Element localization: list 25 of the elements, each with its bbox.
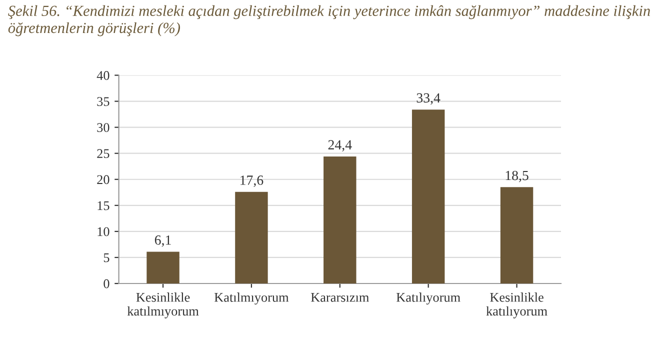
data-label: 33,4 bbox=[416, 93, 440, 105]
data-label: 18,5 bbox=[506, 170, 528, 182]
bar bbox=[146, 252, 180, 284]
data-label: 6,1 bbox=[154, 235, 171, 247]
y-tick-label: 15 bbox=[98, 201, 110, 210]
y-tick-label: 25 bbox=[97, 149, 110, 158]
bar bbox=[235, 192, 268, 284]
chart-title: Şekil 56. “Kendimizi mesleki açıdan geliştirebilmek için yeterince imkân sağlanmıyor” maddesine ilişkin öğretmenlerin görüşleri (%) bbox=[8, 5, 650, 36]
bar bbox=[324, 156, 356, 284]
x-tick-label: Kararsızım bbox=[310, 293, 369, 302]
y-tick-label: 5 bbox=[104, 253, 110, 262]
y-tick-label: 0 bbox=[104, 279, 110, 288]
data-label: 17,6 bbox=[240, 176, 264, 187]
y-tick-label: 40 bbox=[96, 71, 110, 80]
x-tick-label: Kesinlikle katılmıyorum bbox=[127, 292, 199, 318]
y-tick-label: 35 bbox=[97, 97, 110, 106]
x-tick-label: Kesinlikle katılıyorum bbox=[486, 292, 548, 318]
bar bbox=[500, 187, 534, 284]
y-tick-label: 30 bbox=[97, 123, 110, 132]
y-tick-label: 20 bbox=[97, 175, 110, 184]
bar bbox=[412, 110, 445, 284]
x-tick-label: Katılmıyorum bbox=[214, 292, 289, 305]
x-tick-label: Katılıyorum bbox=[396, 292, 460, 305]
y-tick-label: 10 bbox=[98, 227, 110, 236]
data-label: 24,4 bbox=[328, 140, 352, 152]
